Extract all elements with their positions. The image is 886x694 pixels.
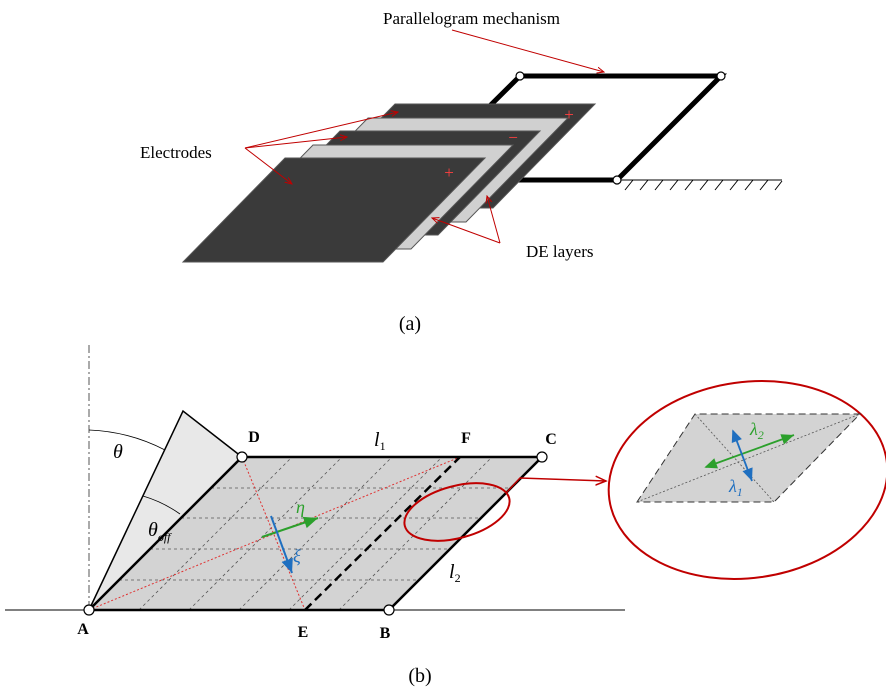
point-label: D <box>248 429 260 446</box>
panel-b: A B C D E F θ θoff η ξ l1 l2 (b) λ2 λ1 <box>5 345 886 687</box>
subscript: 1 <box>737 485 743 499</box>
l1-label: l1 <box>374 429 386 453</box>
base: λ <box>749 419 758 439</box>
eta-label: η <box>296 497 305 517</box>
zoom-arrow <box>507 478 606 492</box>
figure: + − + Parallelogram mechanism Electrodes… <box>0 0 886 694</box>
theta-arc <box>89 430 165 450</box>
point-label: C <box>545 431 557 448</box>
subscript: off <box>158 530 172 544</box>
label: Parallelogram mechanism <box>383 9 560 28</box>
label: Electrodes <box>140 143 212 162</box>
sign: + <box>444 163 454 182</box>
label: DE layers <box>526 242 594 261</box>
point-label: B <box>380 625 391 642</box>
subscript: 2 <box>758 428 764 442</box>
subscript: 1 <box>380 439 386 453</box>
ground <box>617 180 782 190</box>
base: λ <box>728 476 737 496</box>
zoom-element <box>637 414 860 502</box>
point-label: E <box>298 624 309 641</box>
subscript: 2 <box>455 571 461 585</box>
caption: (a) <box>399 313 421 335</box>
xi-label: ξ <box>293 546 301 566</box>
caption: (b) <box>408 665 431 687</box>
l2-label: l2 <box>449 561 461 585</box>
sign: + <box>564 105 574 124</box>
base: θ <box>148 519 158 541</box>
sign: − <box>508 128 518 147</box>
panel-a: + − + Parallelogram mechanism Electrodes… <box>140 9 782 335</box>
point-label: A <box>77 621 89 638</box>
point-label: F <box>461 430 471 447</box>
plates <box>183 104 595 262</box>
theta-label: θ <box>113 441 123 463</box>
